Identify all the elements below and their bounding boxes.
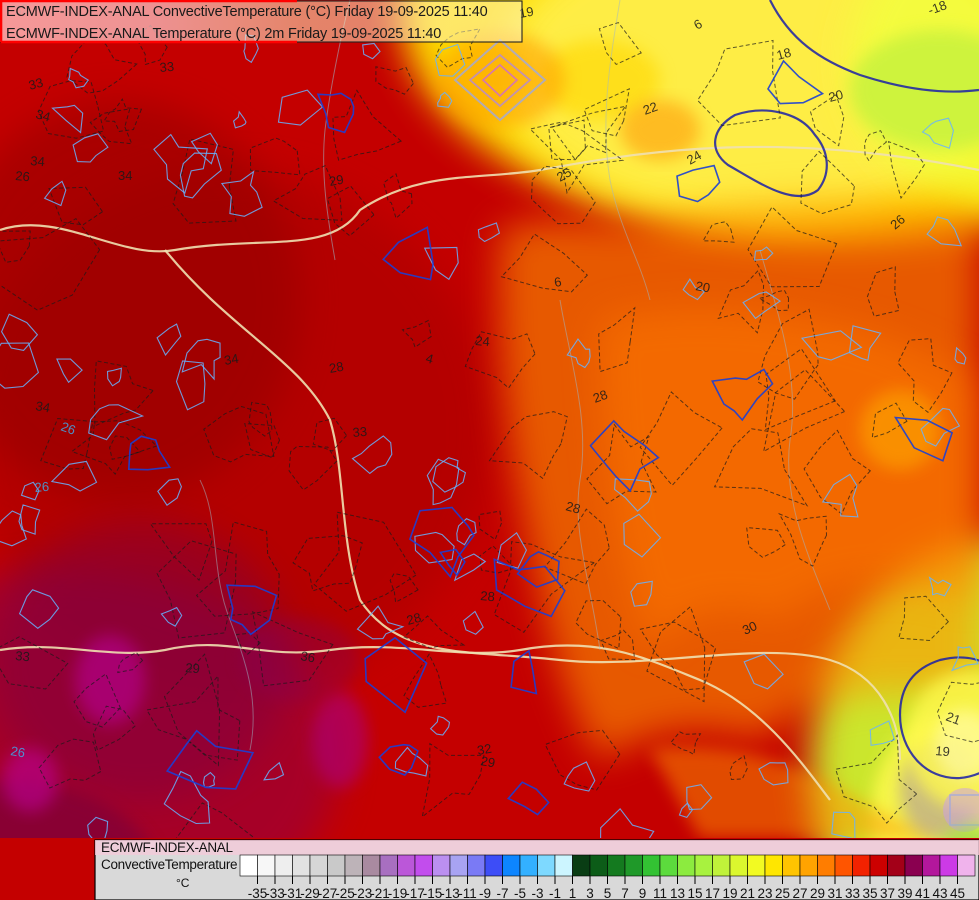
svg-text:29: 29 bbox=[328, 172, 345, 189]
svg-text:13: 13 bbox=[670, 886, 685, 900]
svg-text:25: 25 bbox=[775, 886, 790, 900]
svg-text:33: 33 bbox=[15, 648, 31, 664]
svg-text:27: 27 bbox=[792, 886, 807, 900]
svg-text:28: 28 bbox=[480, 588, 496, 604]
svg-text:26: 26 bbox=[15, 168, 31, 184]
svg-text:24: 24 bbox=[475, 333, 491, 349]
svg-text:32: 32 bbox=[476, 741, 493, 758]
svg-text:33: 33 bbox=[159, 59, 175, 75]
svg-text:21: 21 bbox=[740, 886, 755, 900]
svg-text:43: 43 bbox=[932, 886, 947, 900]
svg-text:19: 19 bbox=[935, 743, 951, 759]
svg-text:36: 36 bbox=[299, 648, 316, 665]
svg-text:17: 17 bbox=[705, 886, 720, 900]
svg-text:34: 34 bbox=[30, 153, 46, 169]
svg-text:ECMWF-INDEX-ANAL ConvectiveTem: ECMWF-INDEX-ANAL ConvectiveTemperature (… bbox=[6, 4, 488, 20]
svg-text:28: 28 bbox=[328, 359, 345, 376]
svg-text:ECMWF-INDEX-ANAL Temperature (: ECMWF-INDEX-ANAL Temperature (°C) 2m Fri… bbox=[6, 26, 441, 42]
svg-text:ECMWF-INDEX-ANAL: ECMWF-INDEX-ANAL bbox=[101, 840, 233, 855]
svg-text:20: 20 bbox=[694, 278, 711, 295]
svg-text:23: 23 bbox=[757, 886, 772, 900]
svg-text:29: 29 bbox=[810, 886, 825, 900]
svg-text:29: 29 bbox=[185, 660, 201, 676]
svg-text:26: 26 bbox=[34, 479, 50, 495]
svg-text:5: 5 bbox=[604, 886, 612, 900]
svg-text:7: 7 bbox=[621, 886, 629, 900]
svg-text:9: 9 bbox=[639, 886, 647, 900]
svg-text:33: 33 bbox=[845, 886, 860, 900]
svg-text:11: 11 bbox=[653, 886, 667, 900]
svg-text:34: 34 bbox=[223, 351, 240, 368]
svg-text:34: 34 bbox=[118, 168, 132, 183]
svg-text:37: 37 bbox=[880, 886, 895, 900]
svg-text:°C: °C bbox=[176, 876, 190, 890]
svg-text:1: 1 bbox=[569, 886, 577, 900]
svg-text:33: 33 bbox=[352, 424, 368, 440]
svg-text:34: 34 bbox=[34, 398, 51, 415]
svg-text:26: 26 bbox=[9, 743, 26, 760]
svg-text:-9: -9 bbox=[479, 886, 491, 900]
svg-text:35: 35 bbox=[862, 886, 877, 900]
svg-text:-13: -13 bbox=[440, 886, 460, 900]
svg-text:-1: -1 bbox=[549, 886, 561, 900]
svg-text:-7: -7 bbox=[496, 886, 508, 900]
svg-text:19: 19 bbox=[722, 886, 737, 900]
svg-text:31: 31 bbox=[827, 886, 842, 900]
svg-text:-5: -5 bbox=[514, 886, 526, 900]
svg-text:45: 45 bbox=[950, 886, 965, 900]
svg-text:ConvectiveTemperature: ConvectiveTemperature bbox=[101, 857, 237, 872]
svg-text:15: 15 bbox=[687, 886, 702, 900]
svg-text:-3: -3 bbox=[531, 886, 543, 900]
svg-text:3: 3 bbox=[586, 886, 594, 900]
svg-text:-11: -11 bbox=[458, 886, 477, 900]
svg-text:39: 39 bbox=[897, 886, 912, 900]
svg-text:41: 41 bbox=[915, 886, 930, 900]
